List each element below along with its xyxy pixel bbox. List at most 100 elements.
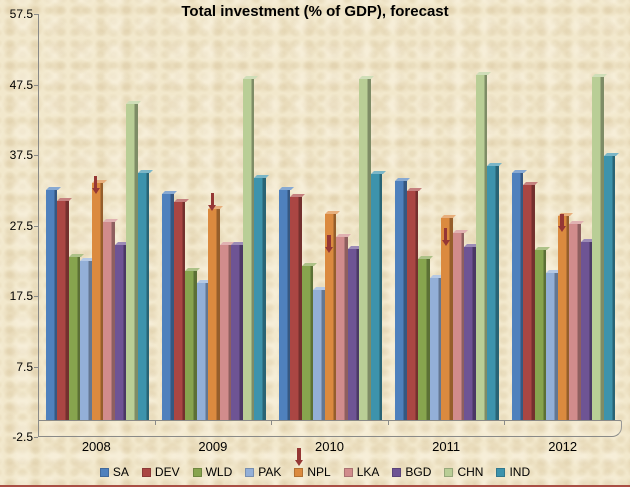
bar-SA-2011 [395, 181, 407, 420]
bar-BGD-2012 [580, 242, 593, 420]
npl-marker-arrow-2008 [91, 176, 100, 195]
bar-CHN-2012 [592, 77, 604, 420]
legend-item-DEV: DEV [141, 465, 180, 479]
bar-DEV-2011 [406, 190, 419, 420]
bar-IND-2011 [487, 166, 499, 420]
y-axis-tick [34, 14, 38, 15]
legend-label: BGD [405, 465, 432, 479]
legend-item-PAK: PAK [245, 466, 281, 478]
bar-NPL-2010 [324, 213, 337, 420]
arrow-shaft [327, 234, 331, 247]
legend-item-LKA: LKA [343, 465, 380, 479]
legend-label: PAK [258, 465, 282, 479]
npl-marker-arrow-2011 [441, 228, 450, 247]
legend-swatch-CHN [444, 467, 454, 477]
bar-WLD-2011 [418, 258, 430, 420]
x-axis-label: 2010 [315, 439, 344, 454]
npl-marker-arrow-legend [294, 447, 303, 466]
arrow-shaft [297, 447, 301, 460]
bar-NPL-2009 [208, 209, 220, 420]
y-axis-label: 37.5 [9, 148, 33, 162]
bar-LKA-2008 [103, 221, 115, 420]
legend-item-SA: SA [99, 465, 129, 479]
bar-PAK-2011 [429, 277, 442, 420]
npl-marker-arrow-2009 [208, 193, 217, 212]
legend-item-IND: IND [496, 466, 530, 478]
arrow-head [208, 205, 217, 212]
bar-IND-2010 [370, 174, 383, 420]
bar-LKA-2012 [569, 224, 581, 420]
bar-CHN-2008 [126, 103, 138, 420]
chart-title: Total investment (% of GDP), forecast [181, 3, 449, 20]
bar-DEV-2012 [523, 185, 535, 420]
arrow-shaft [94, 176, 98, 189]
bar-BGD-2009 [231, 244, 243, 420]
legend-item-CHN: CHN [444, 466, 483, 478]
bar-LKA-2011 [452, 232, 465, 420]
bar-PAK-2009 [196, 282, 209, 420]
x-axis-label: 2008 [81, 439, 111, 454]
bar-WLD-2008 [68, 257, 80, 420]
bar-IND-2009 [254, 177, 266, 420]
y-axis-label: 57.5 [9, 7, 33, 21]
arrow-head [558, 226, 567, 233]
bar-LKA-2009 [219, 244, 232, 420]
legend-label: SA [112, 465, 129, 479]
legend-swatch-IND [496, 467, 506, 477]
y-axis-label: 47.5 [9, 77, 33, 92]
bar-PAK-2010 [313, 289, 325, 420]
legend-swatch-PAK [245, 467, 255, 477]
legend-label: NPL [307, 465, 331, 479]
bar-WLD-2010 [301, 265, 314, 420]
bar-CHN-2009 [242, 78, 255, 420]
x-axis-tick [154, 420, 156, 425]
x-axis-label: 2011 [432, 439, 461, 454]
bar-NPL-2011 [441, 218, 453, 420]
legend: SA DEV WLD PAK NPL LKA BGD CHN IND [0, 466, 630, 478]
x-axis-tick [504, 420, 506, 425]
legend-label: DEV [154, 465, 180, 479]
y-axis-tick [34, 155, 38, 156]
legend-swatch-SA [99, 467, 109, 477]
legend-swatch-NPL [294, 467, 304, 477]
x-axis-label: 2012 [548, 439, 578, 454]
legend-label: LKA [356, 465, 380, 479]
arrow-head [441, 240, 450, 247]
bar-DEV-2009 [173, 202, 186, 420]
bar-SA-2009 [162, 193, 174, 420]
npl-marker-arrow-2010 [324, 234, 333, 253]
bar-WLD-2012 [534, 250, 547, 420]
x-axis-tick [387, 420, 389, 425]
bar-LKA-2010 [336, 236, 348, 420]
y-axis-line [38, 14, 39, 437]
bar-BGD-2008 [114, 245, 126, 420]
legend-item-BGD: BGD [392, 466, 431, 478]
y-axis-tick [34, 85, 38, 86]
bar-IND-2012 [603, 156, 616, 420]
arrow-shaft [443, 228, 448, 241]
bar-BGD-2010 [347, 248, 360, 420]
bar-CHN-2010 [359, 78, 371, 420]
bar-PAK-2008 [80, 261, 92, 420]
npl-marker-arrow-2012 [558, 214, 567, 233]
bar-BGD-2011 [464, 246, 476, 420]
bottom-edge-line [0, 485, 630, 487]
legend-swatch-DEV [141, 467, 151, 477]
bar-WLD-2009 [185, 271, 197, 420]
legend-label: IND [509, 465, 531, 479]
x-axis-floor [38, 420, 622, 437]
bar-SA-2010 [278, 190, 291, 420]
bar-NPL-2012 [557, 216, 570, 420]
legend-item-NPL: NPL [294, 465, 331, 479]
arrow-shaft [210, 193, 215, 206]
x-axis-tick [271, 420, 273, 425]
bar-DEV-2010 [290, 197, 302, 420]
x-axis-label: 2009 [198, 439, 228, 454]
bar-CHN-2011 [475, 75, 488, 420]
y-axis-tick [34, 226, 38, 227]
legend-swatch-WLD [192, 467, 202, 477]
y-axis-label: -2.5 [12, 430, 33, 444]
legend-item-WLD: WLD [192, 466, 232, 478]
arrow-head [324, 246, 333, 253]
